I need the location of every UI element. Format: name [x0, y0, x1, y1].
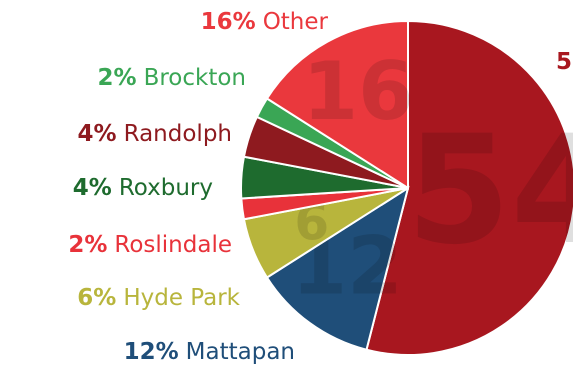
slice-label: 12% Mattapan — [124, 339, 295, 365]
slice-name: Hyde Park — [123, 285, 240, 311]
slice-percent: 6% — [77, 285, 116, 311]
slice-percent: 16% — [201, 9, 256, 35]
slice-label: 4% Randolph — [78, 121, 232, 147]
slice-name: Brockton — [144, 65, 246, 91]
slice-label: 16% Other — [201, 9, 329, 35]
slice-name: Mattapan — [186, 339, 295, 365]
slice-watermark: 54 — [406, 104, 573, 278]
pie-slice — [265, 19, 409, 190]
slice-percent: 2% — [68, 232, 107, 258]
slice-label: 4% Roxbury — [73, 175, 213, 201]
slice-label: 54% — [556, 49, 573, 75]
slice-percent: 12% — [124, 339, 179, 365]
slice-label: 2% Roslindale — [68, 232, 232, 258]
slice-watermark: 16 — [302, 45, 413, 138]
slice-percent: 54% — [556, 49, 573, 75]
slice-percent: 2% — [98, 65, 137, 91]
slice-label: 2% Brockton — [98, 65, 247, 91]
slice-percent: 4% — [78, 121, 117, 147]
slice-name: Roxbury — [119, 175, 213, 201]
slice-name: Other — [263, 9, 329, 35]
pie-slice — [265, 185, 410, 351]
slice-label: 6% Hyde Park — [77, 285, 240, 311]
slice-name: Roslindale — [114, 232, 232, 258]
slice-name: Randolph — [124, 121, 232, 147]
pie-slice — [365, 19, 573, 356]
slice-percent: 4% — [73, 175, 112, 201]
